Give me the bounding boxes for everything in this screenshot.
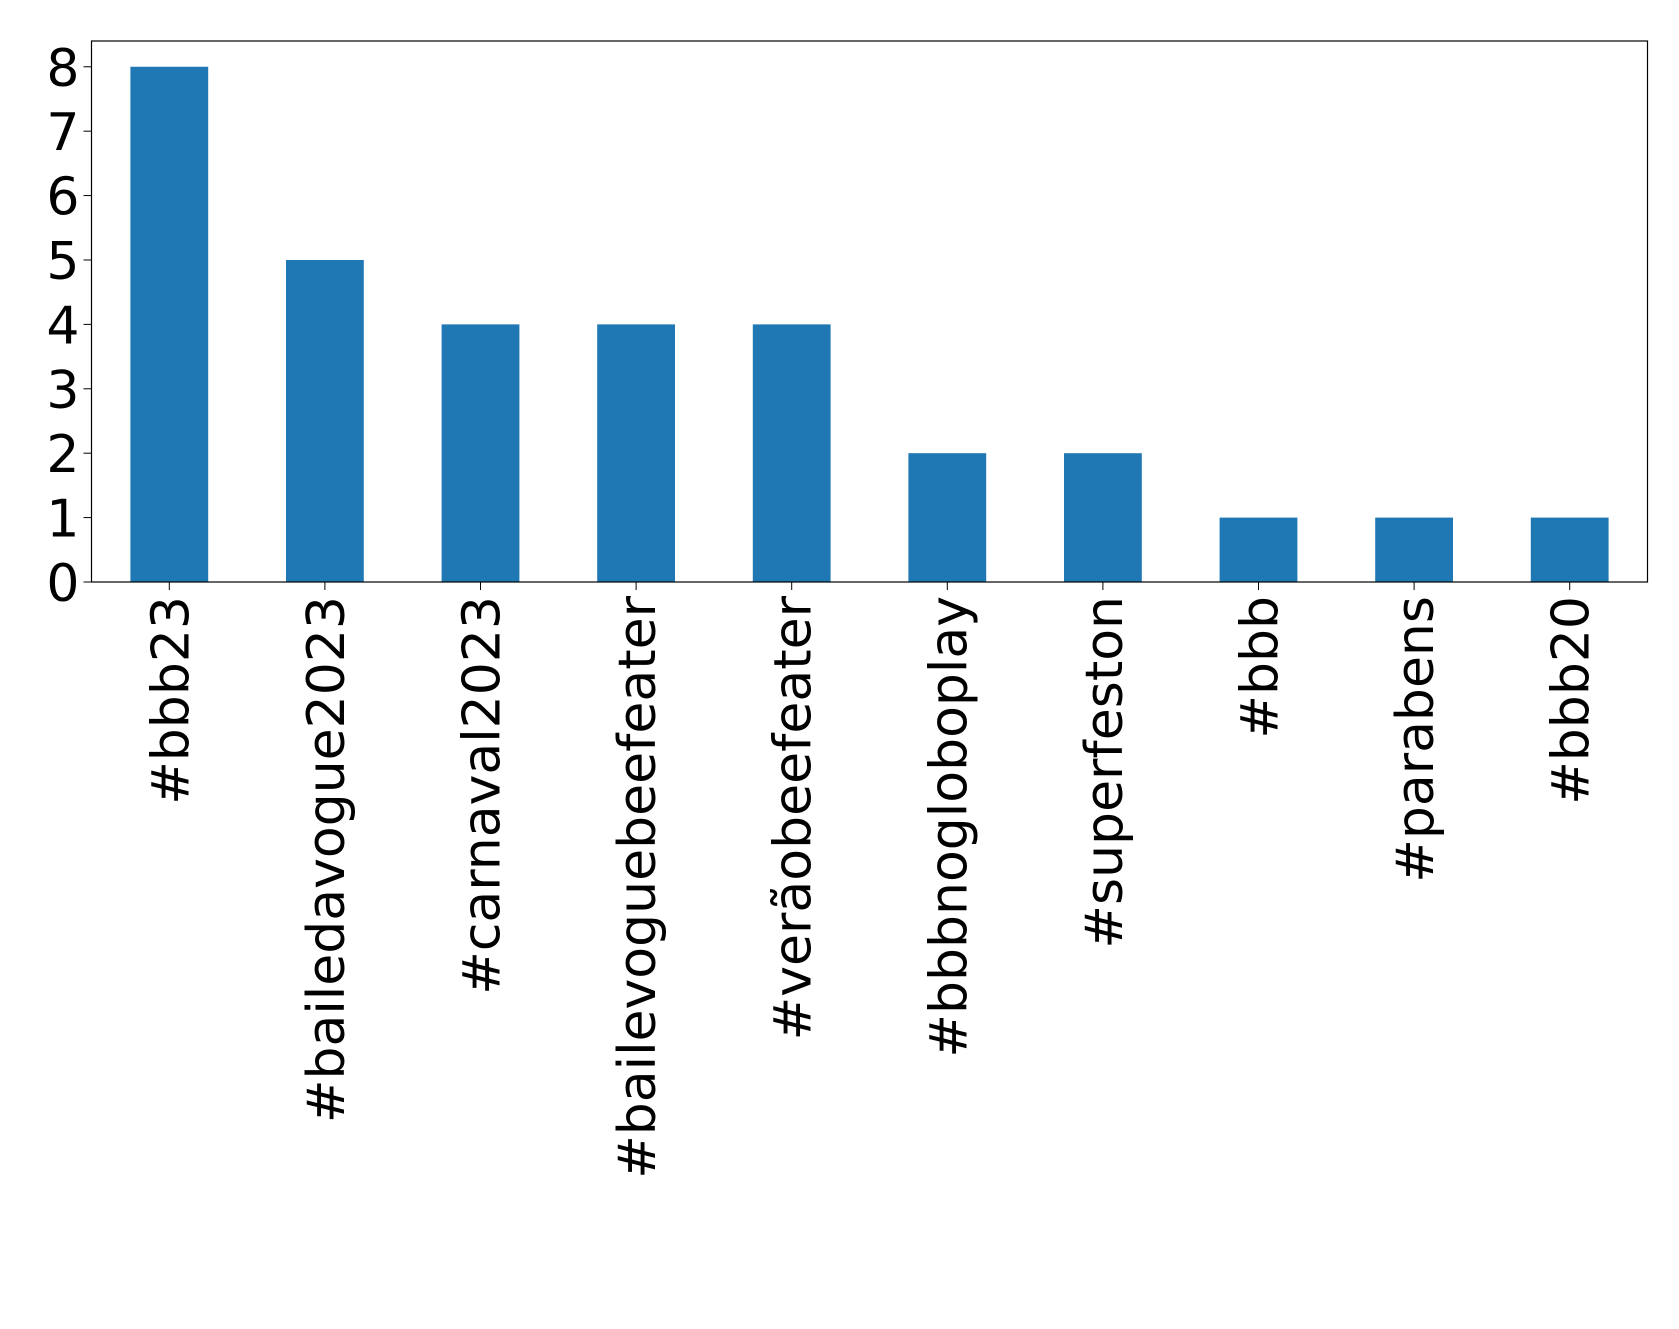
bar: [1530, 517, 1609, 582]
y-tick-label: 7: [46, 103, 79, 163]
y-tick-label: 1: [46, 490, 79, 550]
y-tick-label: 2: [46, 425, 79, 485]
x-tick-label: #carnaval2023: [453, 596, 513, 995]
x-tick-label: #bbb: [1231, 596, 1291, 739]
bar: [130, 66, 209, 582]
x-tick-label: #verãobeefeater: [764, 595, 824, 1040]
y-tick-label: 3: [46, 361, 79, 421]
plot-frame: [90, 40, 1649, 583]
y-tick-label: 6: [46, 168, 79, 228]
x-tick-label: #bailevoguebeefeater: [608, 595, 668, 1178]
y-tick-label: 8: [46, 39, 79, 99]
bar: [286, 259, 364, 582]
x-tick-label: #parabens: [1386, 596, 1446, 883]
y-tick-label: 0: [46, 554, 79, 614]
bar: [597, 324, 675, 582]
x-tick-label: #bbbnogloboplay: [919, 596, 979, 1058]
x-tick-label: #bbb20: [1542, 596, 1602, 805]
bar: [1219, 517, 1298, 582]
y-tick-label: 5: [46, 232, 79, 292]
y-tick-label: 4: [46, 296, 79, 356]
bar: [1064, 453, 1142, 582]
bar: [908, 453, 987, 582]
bar: [441, 324, 520, 582]
x-tick-label: #bbb23: [141, 596, 201, 805]
bar: [1375, 517, 1453, 582]
x-tick-label: #superfeston: [1075, 596, 1135, 949]
bar: [752, 324, 831, 582]
x-tick-label: #bailedavogue2023: [297, 596, 357, 1123]
